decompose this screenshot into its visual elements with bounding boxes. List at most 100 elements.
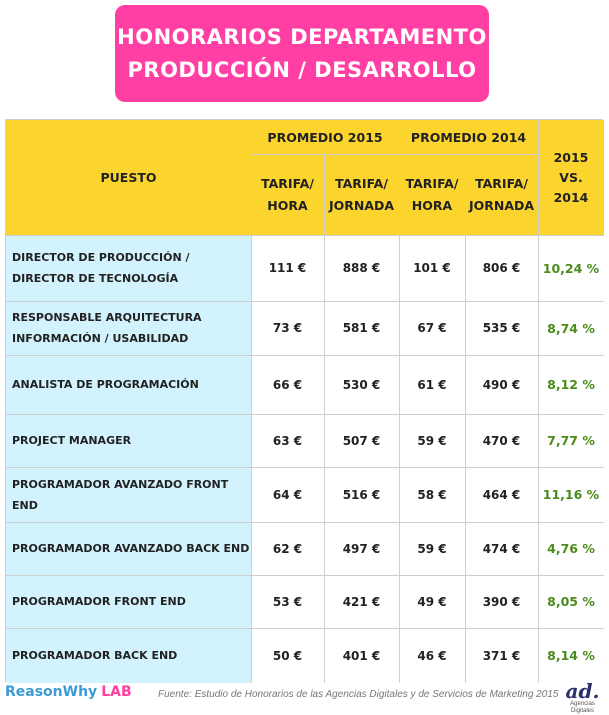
grid-line — [465, 154, 466, 683]
tarifa-hora-2015-header-line: TARIFA/ — [261, 175, 314, 191]
tarifa-jornada-2015-header: TARIFA/JORNADA — [324, 154, 399, 235]
puesto-cell-text: ANALISTA DE PROGRAMACIÓN — [12, 374, 199, 395]
puesto-cell-line: DIRECTOR DE TECNOLOGÍA — [12, 272, 179, 285]
tarifa-hora-2014-cell: 58 € — [399, 467, 465, 522]
comparison-header-line: VS. — [559, 169, 583, 185]
tarifa-jornada-2015-cell: 581 € — [324, 301, 399, 355]
tarifa-jornada-2015-cell-text: 888 € — [342, 261, 381, 275]
tarifa-jornada-2014-cell-text: 535 € — [482, 321, 521, 335]
tarifa-jornada-2014-cell-text: 390 € — [482, 594, 521, 609]
tarifa-hora-2015-header-line: HORA — [267, 197, 308, 213]
puesto-cell-line: PROGRAMADOR AVANZADO FRONT END — [12, 477, 229, 512]
puesto-cell-line: PROGRAMADOR AVANZADO BACK END — [12, 542, 250, 555]
tarifa-jornada-2015-cell-text: 530 € — [342, 377, 381, 392]
tarifa-jornada-2014-cell-text: 474 € — [482, 541, 521, 556]
variation-cell: 7,77 % — [538, 414, 604, 467]
tarifa-jornada-2014-cell: 371 € — [465, 628, 538, 683]
tarifa-hora-2015-cell: 64 € — [251, 467, 324, 522]
promedio-2015-header-text: PROMEDIO 2015 — [267, 129, 383, 145]
tarifa-jornada-2014-cell: 490 € — [465, 355, 538, 414]
ad-mark: ad. — [565, 679, 600, 703]
tarifa-hora-2014-cell: 59 € — [399, 522, 465, 575]
variation-cell-text: 8,12 % — [547, 377, 595, 392]
brand-name: ReasonWhy — [5, 684, 98, 700]
tarifa-jornada-2014-cell-text: 806 € — [482, 261, 521, 275]
variation-cell-text: 8,05 % — [547, 594, 595, 609]
tarifa-jornada-2014-header-text: TARIFA/JORNADA — [469, 173, 534, 217]
tarifa-jornada-2014-cell-text: 464 € — [482, 487, 521, 502]
tarifa-jornada-2014-cell: 390 € — [465, 575, 538, 628]
variation-cell: 8,12 % — [538, 355, 604, 414]
source-note: Fuente: Estudio de Honorarios de las Age… — [158, 689, 559, 700]
tarifa-hora-2015-cell: 63 € — [251, 414, 324, 467]
puesto-cell-text: PROGRAMADOR AVANZADO FRONT END — [12, 474, 251, 516]
puesto-cell-line: INFORMACIÓN / USABILIDAD — [12, 332, 189, 345]
puesto-cell: RESPONSABLE ARQUITECTURA INFORMACIÓN / US… — [6, 301, 251, 355]
title-banner: HONORARIOS DEPARTAMENTO PRODUCCIÓN / DES… — [115, 5, 489, 102]
agencias-digitales-logo: ad. Agencias Digitales — [560, 681, 605, 715]
reasonwhy-logo: ReasonWhy LAB — [5, 684, 132, 700]
comparison-header-line: 2015 — [553, 149, 589, 165]
tarifa-hora-2014-cell: 61 € — [399, 355, 465, 414]
puesto-cell-line: PROGRAMADOR BACK END — [12, 649, 178, 662]
tarifa-hora-2014-header-line: TARIFA/ — [405, 175, 459, 191]
puesto-cell-line: PROGRAMADOR FRONT END — [12, 595, 186, 608]
tarifa-jornada-2014-header-line: JORNADA — [468, 197, 535, 213]
puesto-cell-line: RESPONSABLE ARQUITECTURA — [12, 311, 202, 324]
puesto-cell-line: DIRECTOR DE PRODUCCIÓN / — [12, 251, 190, 264]
tarifa-hora-2015-cell-text: 73 € — [272, 321, 303, 335]
comparison-header: 2015 VS. 2014 — [538, 120, 604, 235]
puesto-cell: PROGRAMADOR AVANZADO FRONT END — [6, 467, 251, 522]
tarifa-hora-2015-header-text: TARIFA/HORA — [261, 173, 314, 217]
tarifa-jornada-2015-cell: 421 € — [324, 575, 399, 628]
tarifa-jornada-2015-cell: 401 € — [324, 628, 399, 683]
tarifa-hora-2014-header: TARIFA/HORA — [399, 154, 465, 235]
grid-line — [6, 235, 604, 236]
comparison-header-text: 2015 VS. 2014 — [554, 148, 589, 208]
variation-cell: 8,14 % — [538, 628, 604, 683]
variation-cell-text: 8,74 % — [547, 320, 595, 336]
tarifa-hora-2014-cell-text: 61 € — [417, 377, 447, 392]
variation-cell-text: 7,77 % — [547, 433, 595, 448]
tarifa-jornada-2014-cell: 474 € — [465, 522, 538, 575]
ad-subtitle: Agencias Digitales — [570, 701, 595, 714]
tarifa-hora-2014-cell-text: 67 € — [417, 321, 447, 335]
tarifa-hora-2014-cell-text: 49 € — [417, 594, 447, 609]
grid-line — [6, 414, 604, 415]
puesto-cell: DIRECTOR DE PRODUCCIÓN / DIRECTOR DE TECN… — [6, 235, 251, 301]
puesto-cell: PROGRAMADOR FRONT END — [6, 575, 251, 628]
puesto-cell: PROGRAMADOR AVANZADO BACK END — [6, 522, 251, 575]
puesto-cell-text: PROGRAMADOR AVANZADO BACK END — [12, 538, 249, 559]
puesto-cell-text: DIRECTOR DE PRODUCCIÓN / DIRECTOR DE TECN… — [12, 247, 190, 289]
puesto-cell: ANALISTA DE PROGRAMACIÓN — [6, 355, 251, 414]
tarifa-hora-2015-cell: 111 € — [251, 235, 324, 301]
puesto-cell-text: PROJECT MANAGER — [12, 430, 131, 451]
tarifa-hora-2015-cell-text: 62 € — [272, 541, 303, 556]
tarifa-hora-2015-cell-text: 111 € — [268, 261, 307, 275]
fees-table: PUESTO PROMEDIO 2015 PROMEDIO 2014 TARIFA/H… — [5, 119, 604, 683]
tarifa-hora-2015-cell: 73 € — [251, 301, 324, 355]
tarifa-hora-2015-cell-text: 63 € — [272, 433, 303, 448]
variation-cell-text: 4,76 % — [547, 541, 595, 556]
tarifa-hora-2014-cell-text: 59 € — [417, 541, 447, 556]
grid-line — [251, 120, 252, 683]
variation-cell-text: 11,16 % — [542, 487, 600, 502]
tarifa-hora-2015-cell-text: 66 € — [272, 377, 303, 392]
variation-cell: 8,74 % — [538, 301, 604, 355]
title-line-1: HONORARIOS DEPARTAMENTO — [117, 24, 487, 49]
grid-line — [6, 355, 604, 356]
puesto-cell: PROGRAMADOR BACK END — [6, 628, 251, 683]
tarifa-jornada-2014-cell: 464 € — [465, 467, 538, 522]
variation-cell-text: 8,14 % — [547, 648, 595, 663]
tarifa-hora-2014-cell-text: 58 € — [417, 487, 447, 502]
grid-line — [6, 522, 604, 523]
tarifa-hora-2014-cell: 49 € — [399, 575, 465, 628]
grid-line — [538, 120, 539, 683]
tarifa-hora-2015-header: TARIFA/HORA — [251, 154, 324, 235]
tarifa-hora-2014-cell-text: 59 € — [417, 433, 447, 448]
grid-line — [324, 154, 325, 683]
tarifa-jornada-2015-cell: 497 € — [324, 522, 399, 575]
tarifa-jornada-2015-cell-text: 421 € — [342, 594, 381, 609]
variation-cell-text: 10,24 % — [542, 260, 600, 276]
comparison-header-line: 2014 — [553, 189, 589, 205]
